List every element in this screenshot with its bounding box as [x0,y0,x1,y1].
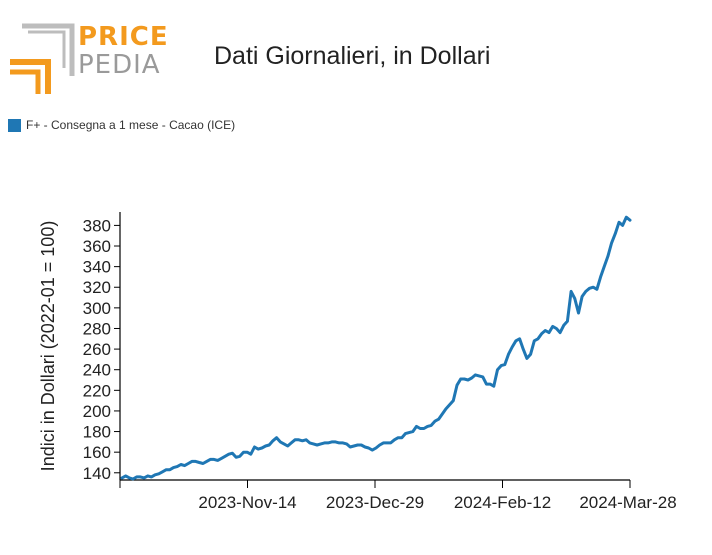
logo-word-price: PRICE [78,22,169,52]
y-tick-label: 280 [83,319,111,338]
y-tick-label: 200 [83,402,111,421]
logo-word-pedia: PEDIA [78,50,161,80]
x-tick-label: 2024-Feb-12 [454,493,551,512]
chart-title: Dati Giornalieri, in Dollari [214,42,491,70]
y-tick-label: 220 [83,381,111,400]
logo-mark-icon [10,23,75,94]
x-tick-label: 2023-Dec-29 [326,493,424,512]
x-axis: 2023-Nov-14 2023-Dec-29 2024-Feb-12 2024-Ma… [119,479,677,512]
x-tick-label: 2023-Nov-14 [198,493,296,512]
y-axis-label: Indici in Dollari (2022-01 = 100) [38,221,58,472]
y-tick-label: 340 [83,258,111,277]
y-tick-label: 240 [83,361,111,380]
y-tick-label: 320 [83,278,111,297]
legend: F+ - Consegna a 1 mese - Cacao (ICE) [8,118,235,132]
series-line [120,215,632,481]
legend-label: F+ - Consegna a 1 mese - Cacao (ICE) [26,118,236,132]
y-tick-label: 260 [83,340,111,359]
pricepedia-logo: PRICE PEDIA [8,22,168,94]
x-tick-label: 2024-Mar-28 [579,493,676,512]
y-tick-label: 160 [83,443,111,462]
y-tick-label: 180 [83,423,111,442]
legend-swatch [8,118,21,132]
y-tick-label: 380 [83,216,111,235]
y-tick-label: 140 [83,464,111,483]
y-tick-label: 300 [83,299,111,318]
y-tick-label: 360 [83,237,111,256]
